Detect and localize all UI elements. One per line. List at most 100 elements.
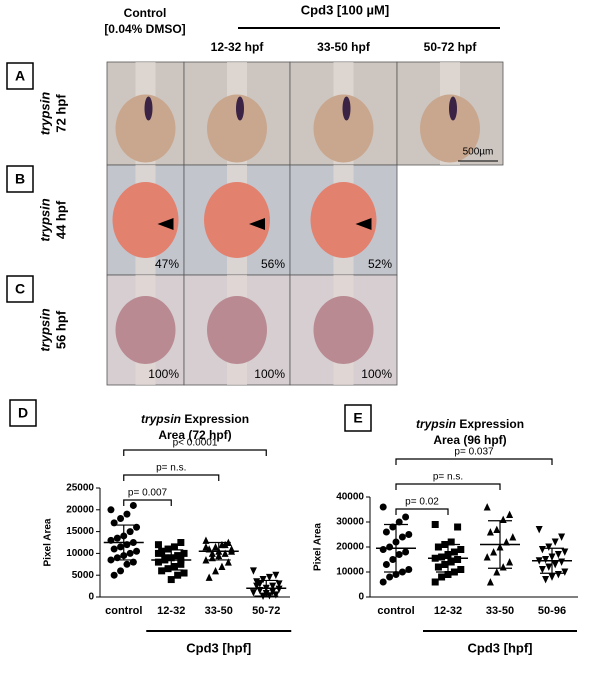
- point: [110, 545, 118, 553]
- point: [551, 561, 559, 569]
- row-letter: B: [15, 171, 25, 187]
- point: [535, 526, 543, 534]
- embryo-yolk: [112, 182, 179, 258]
- stain: [236, 96, 244, 121]
- y-axis-label: Pixel Area: [43, 518, 54, 566]
- point: [170, 562, 178, 570]
- row-stage: 72 hpf: [53, 94, 68, 133]
- chart-title-line2: Area (96 hpf): [433, 433, 506, 447]
- point: [486, 578, 494, 586]
- point: [202, 556, 210, 564]
- point: [272, 591, 280, 599]
- point: [438, 573, 446, 581]
- comparison-bracket: [395, 458, 553, 465]
- point: [551, 538, 559, 546]
- group-label: Cpd3 [hpf]: [468, 640, 533, 655]
- point: [154, 558, 162, 566]
- point: [107, 556, 115, 564]
- point: [123, 510, 131, 518]
- point: [499, 515, 507, 523]
- embryo-yolk: [310, 182, 377, 258]
- chart-title: trypsin Expression: [141, 412, 249, 426]
- point: [272, 571, 280, 580]
- panel-letter: D: [18, 405, 28, 421]
- y-axis-label: Pixel Area: [313, 523, 324, 571]
- panel-percent: 47%: [155, 257, 179, 271]
- panel-letter: E: [353, 410, 362, 426]
- y-tick-label: 40000: [336, 492, 364, 503]
- point: [129, 501, 137, 509]
- point: [506, 510, 514, 518]
- row-letter: C: [15, 281, 25, 297]
- x-tick-label: 12-32: [434, 605, 462, 617]
- point: [126, 528, 134, 536]
- panel-letter-box: [344, 404, 372, 432]
- point: [212, 543, 220, 551]
- point: [431, 578, 439, 586]
- y-tick-label: 10000: [336, 567, 364, 578]
- point: [265, 573, 273, 582]
- point: [561, 568, 569, 576]
- p-value: p< 0.0001: [173, 438, 218, 449]
- point: [208, 549, 216, 557]
- point: [177, 560, 185, 568]
- point: [382, 561, 390, 568]
- point: [405, 566, 413, 573]
- arrowhead: [355, 218, 372, 230]
- point: [164, 565, 172, 573]
- point: [205, 573, 213, 581]
- point: [259, 576, 267, 584]
- p-value: p= 0.007: [128, 488, 168, 499]
- row-gene: trypsin: [37, 92, 52, 135]
- row-letter: A: [15, 68, 25, 84]
- embryo-yolk: [207, 296, 267, 364]
- title-text: Expression: [459, 417, 524, 431]
- comparison-bracket: [123, 474, 220, 481]
- point: [499, 563, 507, 571]
- point: [493, 525, 501, 533]
- point: [275, 585, 283, 594]
- point: [170, 543, 178, 551]
- point: [545, 563, 553, 571]
- point: [379, 578, 387, 586]
- y-tick-label: 25000: [66, 483, 94, 494]
- point: [434, 563, 442, 571]
- point: [221, 540, 229, 549]
- row-gene: trypsin: [37, 308, 52, 351]
- point: [164, 545, 172, 553]
- point: [398, 533, 406, 541]
- row-stage: 56 hpf: [53, 310, 68, 349]
- point: [249, 567, 257, 575]
- point: [126, 549, 134, 557]
- row-letter-box: [6, 275, 34, 303]
- point: [395, 551, 403, 558]
- point: [506, 558, 514, 566]
- point: [509, 533, 517, 541]
- comparison-bracket: [395, 508, 449, 515]
- y-tick-label: 10000: [66, 548, 94, 559]
- panel-percent: 100%: [148, 367, 179, 381]
- point: [174, 552, 182, 560]
- embryo-yolk: [115, 296, 176, 364]
- point: [441, 561, 449, 568]
- point: [454, 523, 462, 531]
- point: [431, 521, 439, 528]
- x-tick-label: control: [377, 605, 414, 617]
- point: [386, 573, 394, 581]
- chart-title-line2: Area (72 hpf): [158, 428, 231, 442]
- column-label: 12-32 hpf: [211, 40, 265, 54]
- chart-title: trypsin Expression: [416, 417, 524, 431]
- point: [392, 571, 400, 578]
- header-control: Control: [124, 6, 167, 20]
- point: [545, 543, 553, 551]
- point: [117, 567, 125, 575]
- point: [177, 539, 185, 546]
- point: [123, 560, 131, 568]
- point: [269, 588, 277, 596]
- point: [269, 582, 277, 590]
- x-tick-label: 33-50: [205, 605, 233, 617]
- point: [389, 556, 397, 563]
- point: [395, 518, 403, 526]
- comparison-bracket: [123, 449, 267, 456]
